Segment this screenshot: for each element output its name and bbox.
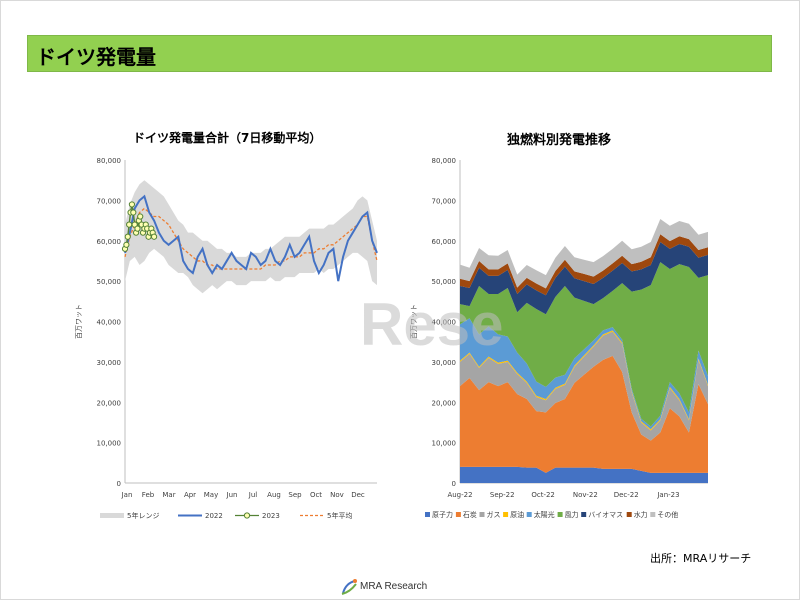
source-label: 出所：MRAリサーチ (650, 552, 752, 565)
y-tick-label: 80,000 (97, 157, 122, 165)
logo-icon (341, 579, 357, 595)
x-tick-label: May (204, 491, 218, 499)
legend-marker (243, 512, 251, 519)
fuel-mix-chart: 0 10,000 20,000 30,000 40,000 50,000 60,000 70,… (410, 157, 708, 519)
y-tick-label: 60,000 (432, 238, 457, 246)
legend-label: ガス (487, 510, 501, 519)
y-tick-label: 70,000 (97, 197, 122, 205)
legend-label: 石炭 (463, 511, 477, 519)
point-2023 (130, 209, 137, 216)
point-2023 (123, 241, 130, 248)
y-tick-label: 20,000 (97, 399, 122, 407)
y-tick-label: 0 (452, 480, 456, 488)
x-tick-label: Sep-22 (490, 491, 515, 499)
legend-label: 原油 (510, 510, 524, 519)
x-tick-label: Jan (121, 491, 133, 499)
area-風力 (460, 262, 708, 427)
area-石炭 (460, 355, 708, 473)
legend-label: 風力 (565, 510, 579, 519)
legend-label: 5年レンジ (127, 511, 159, 520)
logo-text: MRA Research (360, 581, 428, 592)
x-tick-label: Mar (162, 491, 175, 499)
point-2023 (124, 233, 131, 240)
legend-swatch (425, 512, 430, 517)
y-tick-label: 10,000 (97, 440, 122, 448)
series-5yr-average (124, 207, 378, 270)
x-tick-label: Aug (267, 491, 281, 499)
y-tick-label: 70,000 (432, 197, 457, 205)
point-2023 (134, 225, 141, 232)
x-tick-label: Jun (226, 491, 238, 499)
legend-label: 5年平均 (327, 511, 352, 520)
area-バイオマス (460, 241, 708, 315)
y-tick-label: 40,000 (432, 319, 457, 327)
total-generation-chart: 0 10,000 20,000 30,000 40,000 50,000 60,000 70,… (75, 157, 378, 520)
legend-swatch (455, 512, 461, 517)
point-2023 (131, 221, 138, 228)
x-tick-label: Oct (310, 491, 322, 499)
x-tick-label: Sep (288, 491, 302, 499)
point-2023 (128, 201, 136, 208)
y-tick-label: 0 (117, 480, 121, 488)
chart2-title: 独燃料別発電推移 (507, 133, 612, 148)
legend-swatch (526, 512, 532, 517)
x-tick-label: Jan-23 (656, 491, 679, 499)
x-tick-label: Dec (351, 491, 365, 499)
legend-label: 2022 (205, 512, 223, 520)
x-tick-label: Aug-22 (447, 491, 472, 499)
area-その他 (460, 218, 708, 289)
y-tick-label: 50,000 (97, 278, 122, 286)
legend-label: 原子力 (432, 510, 453, 519)
legend-swatch (557, 512, 563, 517)
legend-label: 太陽光 (534, 510, 555, 519)
area-水力 (460, 234, 708, 296)
y-tick-label: 30,000 (97, 359, 122, 367)
x-tick-label: Nov (330, 491, 344, 499)
y-tick-label: 20,000 (432, 399, 457, 407)
legend-label: バイオマス (588, 511, 623, 519)
y-tick-label: 40,000 (97, 319, 122, 327)
watermark: Rese (360, 291, 504, 358)
page-title: ドイツ発電量 (36, 45, 156, 69)
area-原子力 (460, 466, 708, 483)
point-2023 (150, 233, 158, 240)
legend-label: その他 (657, 510, 678, 519)
x-tick-label: Oct-22 (531, 491, 555, 499)
x-tick-label: Nov-22 (573, 491, 598, 499)
point-2023 (137, 213, 144, 220)
x-tick-label: Jul (248, 491, 258, 499)
legend-swatch (479, 512, 485, 517)
y-tick-label: 30,000 (432, 359, 457, 367)
series-2022 (124, 194, 378, 282)
title-bar: ドイツ発電量 (27, 35, 772, 72)
y-tick-label: 60,000 (97, 238, 122, 246)
y-tick-label: 10,000 (432, 440, 457, 448)
y-axis-label: 百万ワット (410, 304, 418, 339)
legend-label: 水力 (634, 510, 648, 519)
x-tick-label: Dec-22 (614, 491, 639, 499)
x-tick-label: Feb (142, 491, 155, 499)
legend-label: 2023 (262, 512, 280, 520)
point-2023 (126, 221, 133, 228)
y-tick-label: 80,000 (432, 157, 457, 165)
y-tick-label: 50,000 (432, 278, 457, 286)
series-range-band (125, 180, 377, 294)
y-axis-label: 百万ワット (75, 304, 83, 339)
legend-swatch (626, 512, 632, 517)
legend-swatch (100, 513, 124, 518)
legend-swatch (650, 512, 656, 517)
legend-swatch (503, 512, 509, 517)
legend-swatch (581, 512, 587, 517)
chart1-title: ドイツ発電量合計（7日移動平均） (133, 131, 322, 145)
x-tick-label: Apr (184, 491, 196, 499)
